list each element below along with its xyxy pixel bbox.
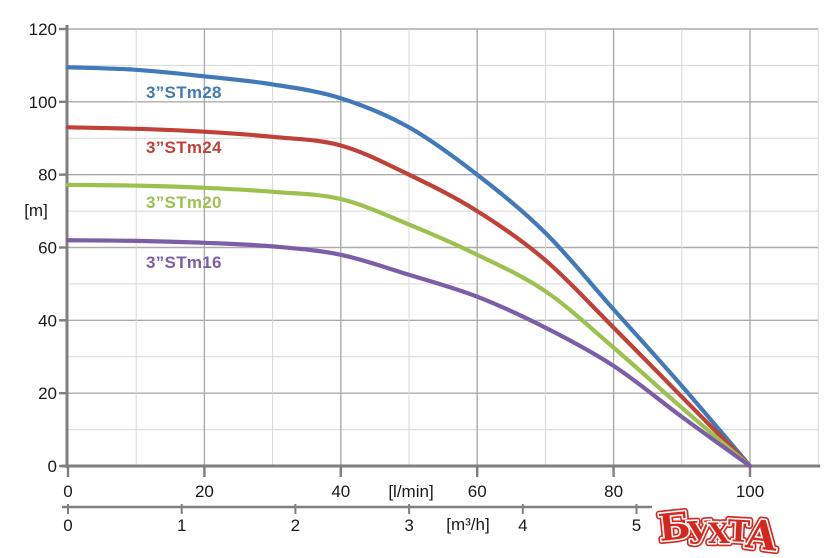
y-tick-label: 100	[29, 93, 57, 112]
x-tick-label-lmin: 80	[604, 482, 623, 501]
pump-curves	[65, 65, 753, 469]
watermark-letter: У	[686, 515, 713, 552]
y-tick-label: 0	[48, 457, 57, 476]
x-tick-label-lmin: 100	[736, 482, 764, 501]
x-tick-label-m3h: 1	[177, 516, 186, 535]
curve-label-3stm28: 3”STm28	[146, 83, 222, 102]
x-tick-label-m3h: 5	[632, 516, 641, 535]
x-tick-label-m3h: 3	[404, 516, 413, 535]
x-tick-label-m3h: 0	[63, 516, 72, 535]
y-tick-label: 80	[38, 166, 57, 185]
y-tick-label: 20	[38, 384, 57, 403]
x-tick-label-lmin: 40	[331, 482, 350, 501]
watermark-letter-outline: У	[686, 515, 713, 552]
curve-3stm24	[65, 125, 753, 469]
x-tick-label-m3h: 4	[518, 516, 527, 535]
watermark-letter: Б	[656, 503, 692, 550]
watermark-letter: А	[743, 510, 781, 558]
watermark-letter: Т	[727, 514, 752, 550]
x-tick-label-lmin: 60	[468, 482, 487, 501]
x-tick-label-m3h: 2	[291, 516, 300, 535]
curve-3stm16	[65, 238, 753, 469]
watermark-letter-outline: Х	[708, 517, 730, 550]
y-tick-label: 120	[29, 20, 57, 39]
y-axis-unit-label: [m]	[24, 201, 48, 220]
watermark-letter: Х	[708, 517, 730, 550]
curve-3stm20	[65, 182, 753, 469]
curve-label-3stm20: 3”STm20	[146, 193, 222, 212]
y-tick-label: 40	[38, 311, 57, 330]
x-tick-label-lmin: 20	[195, 482, 214, 501]
curve-label-3stm24: 3”STm24	[146, 138, 222, 157]
curve-3stm28	[65, 65, 753, 469]
x-axis-lmin-unit-label: [l/min]	[388, 482, 434, 501]
gridlines	[68, 28, 819, 466]
tick-labels: 0 20 40 60 80 100 120 0 20 40 60 80 100 0 1 2 3 4 5	[29, 20, 765, 535]
y-tick-label: 60	[38, 239, 57, 258]
curve-label-3stm16: 3”STm16	[146, 253, 222, 272]
axes	[59, 25, 821, 514]
x-axis-m3h-unit-label: [m³/h]	[446, 515, 490, 534]
x-tick-label-lmin: 0	[63, 482, 72, 501]
